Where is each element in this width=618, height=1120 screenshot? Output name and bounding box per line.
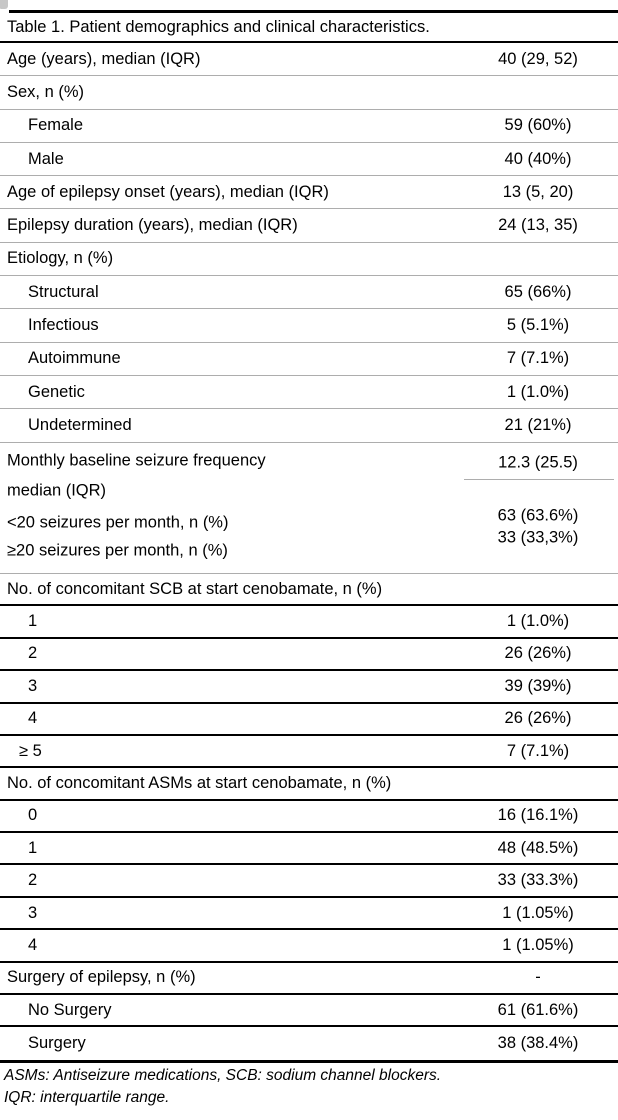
table-row: 1 1 (1.0%): [0, 606, 618, 639]
table-footnotes: ASMs: Antiseizure medications, SCB: sodi…: [4, 1065, 618, 1108]
row-label: Autoimmune: [28, 349, 121, 368]
table-row: Structural 65 (66%): [0, 276, 618, 310]
row-label: 1: [28, 612, 38, 631]
row-value: 40 (29, 52): [498, 49, 578, 68]
row-label: Age of epilepsy onset (years), median (I…: [7, 182, 329, 201]
table-row: Autoimmune 7 (7.1%): [0, 343, 618, 376]
row-label: 1: [28, 838, 38, 857]
patient-demographics-table: Table 1. Patient demographics and clinic…: [0, 10, 618, 1063]
table-title: Table 1. Patient demographics and clinic…: [0, 10, 618, 43]
row-label: Monthly baseline seizure frequency: [7, 451, 266, 470]
row-label: Epilepsy duration (years), median (IQR): [7, 216, 298, 235]
row-label: Undetermined: [28, 415, 132, 434]
row-value: 12.3 (25.5): [498, 453, 578, 472]
row-label: 4: [28, 935, 38, 954]
row-value: 48 (48.5%): [497, 838, 579, 857]
table-row: 3 39 (39%): [0, 671, 618, 704]
table-row: Undetermined 21 (21%): [0, 409, 618, 443]
row-value: 26 (26%): [504, 644, 572, 663]
row-label: Age (years), median (IQR): [7, 49, 201, 68]
row-label: 2: [28, 871, 38, 890]
row-value: 7 (7.1%): [506, 349, 570, 368]
table-row: 4 26 (26%): [0, 704, 618, 736]
row-label: Sex, n (%): [7, 82, 85, 101]
table-row: Female 59 (60%): [0, 110, 618, 143]
footnote-iqr: IQR: interquartile range.: [4, 1088, 170, 1106]
row-value: 5 (5.1%): [506, 316, 570, 335]
table-row: Infectious 5 (5.1%): [0, 309, 618, 343]
row-label: Genetic: [28, 382, 85, 401]
row-value: 39 (39%): [504, 676, 572, 695]
row-value: 21 (21%): [504, 415, 572, 434]
row-label: Male: [28, 149, 64, 168]
table-row: 3 1 (1.05%): [0, 898, 618, 931]
value-cell-rule: [464, 478, 614, 480]
row-value: 61 (61.6%): [497, 1000, 579, 1019]
table-row: Age (years), median (IQR) 40 (29, 52): [0, 43, 618, 77]
row-label: 2: [28, 644, 38, 663]
row-label: <20 seizures per month, n (%): [7, 513, 229, 532]
row-value: 1 (1.0%): [506, 612, 570, 631]
table-row: Sex, n (%): [0, 76, 618, 110]
row-value: 16 (16.1%): [497, 806, 579, 825]
table-row: No. of concomitant SCB at start cenobama…: [0, 574, 618, 607]
row-label: Surgery of epilepsy, n (%): [7, 968, 196, 987]
row-label: Etiology, n (%): [7, 249, 114, 268]
row-value: 40 (40%): [504, 149, 572, 168]
row-value: 1 (1.05%): [502, 935, 574, 954]
table-row: 4 1 (1.05%): [0, 930, 618, 963]
row-value: 33 (33.3%): [497, 871, 579, 890]
table-row: 2 26 (26%): [0, 639, 618, 672]
row-label: 4: [28, 709, 38, 728]
row-label: Female: [28, 116, 84, 135]
row-label: 0: [28, 806, 38, 825]
row-label: 3: [28, 676, 38, 695]
object-resize-handle[interactable]: [0, 0, 8, 9]
table-row: Epilepsy duration (years), median (IQR) …: [0, 209, 618, 243]
table-row: 1 48 (48.5%): [0, 833, 618, 866]
footnote-abbreviations: ASMs: Antiseizure medications, SCB: sodi…: [4, 1067, 442, 1084]
row-value: 24 (13, 35): [498, 216, 578, 235]
row-label: Surgery: [28, 1034, 86, 1053]
seizure-frequency-block: Monthly baseline seizure frequency media…: [0, 443, 618, 574]
row-label: 3: [28, 903, 38, 922]
row-label: ≥ 5: [19, 741, 42, 760]
table-row: No Surgery 61 (61.6%): [0, 995, 618, 1028]
table-row: Age of epilepsy onset (years), median (I…: [0, 176, 618, 210]
row-value: 1 (1.05%): [502, 903, 574, 922]
row-value: 1 (1.0%): [506, 382, 570, 401]
row-label: Structural: [28, 282, 99, 301]
row-value: 38 (38.4%): [497, 1034, 579, 1053]
table-row: 0 16 (16.1%): [0, 801, 618, 834]
row-value: 65 (66%): [504, 282, 572, 301]
table-row: 2 33 (33.3%): [0, 865, 618, 898]
row-value: 26 (26%): [504, 709, 572, 728]
table-top-rule: [9, 10, 618, 13]
row-value: 7 (7.1%): [506, 741, 570, 760]
table-row: No. of concomitant ASMs at start cenobam…: [0, 768, 618, 801]
table-row: ≥ 5 7 (7.1%): [0, 736, 618, 769]
row-label: Infectious: [28, 316, 99, 335]
table-row: Male 40 (40%): [0, 143, 618, 177]
row-value: 59 (60%): [504, 116, 572, 135]
table-row: Surgery 38 (38.4%): [0, 1027, 618, 1059]
row-value: 63 (63.6%): [497, 506, 579, 525]
row-label: median (IQR): [7, 481, 107, 500]
table-row: Genetic 1 (1.0%): [0, 376, 618, 410]
row-label: ≥20 seizures per month, n (%): [7, 541, 228, 560]
row-label: No Surgery: [28, 1000, 112, 1019]
table-row: Etiology, n (%): [0, 243, 618, 277]
row-value: 13 (5, 20): [502, 182, 574, 201]
row-value: 33 (33,3%): [497, 528, 579, 547]
row-label: No. of concomitant ASMs at start cenobam…: [7, 773, 392, 792]
table-row: Surgery of epilepsy, n (%) -: [0, 963, 618, 996]
row-value: -: [535, 968, 541, 987]
row-label: No. of concomitant SCB at start cenobama…: [7, 579, 383, 598]
